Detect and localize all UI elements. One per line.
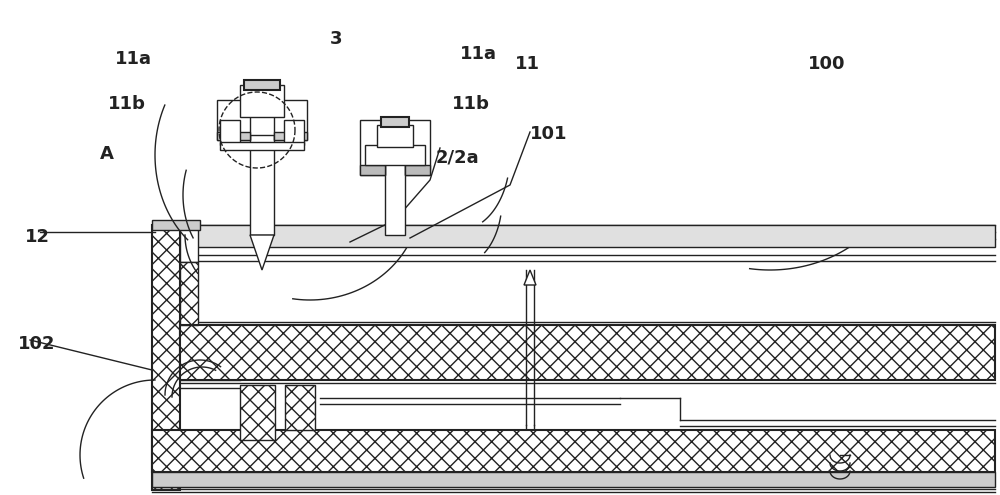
Bar xyxy=(240,385,275,440)
Text: 11: 11 xyxy=(515,55,540,73)
Bar xyxy=(180,225,995,247)
Bar xyxy=(285,385,315,430)
Bar xyxy=(152,225,180,490)
Bar xyxy=(220,142,304,150)
Bar xyxy=(152,430,995,472)
Bar xyxy=(365,145,425,165)
Bar xyxy=(152,430,995,472)
Bar xyxy=(381,117,409,127)
Bar xyxy=(360,165,385,175)
Bar xyxy=(285,385,315,430)
Bar xyxy=(250,135,274,235)
Bar xyxy=(180,225,198,262)
Text: 11b: 11b xyxy=(108,95,146,113)
Polygon shape xyxy=(250,235,274,270)
Bar xyxy=(274,100,307,140)
Bar xyxy=(180,262,198,325)
Bar xyxy=(152,472,995,487)
Bar xyxy=(244,80,280,90)
Bar xyxy=(240,85,284,117)
Bar xyxy=(220,120,240,145)
Text: 11b: 11b xyxy=(452,95,490,113)
Bar xyxy=(152,220,200,230)
Bar xyxy=(405,165,430,175)
Bar xyxy=(217,100,250,140)
Bar xyxy=(385,155,405,235)
Bar xyxy=(405,120,430,175)
Bar xyxy=(180,325,995,380)
Text: 102: 102 xyxy=(18,335,56,353)
Bar xyxy=(217,132,250,140)
Text: 3: 3 xyxy=(330,30,342,48)
Bar xyxy=(180,262,198,325)
Text: A: A xyxy=(100,145,114,163)
Bar xyxy=(152,225,180,490)
Bar xyxy=(240,385,275,440)
Bar xyxy=(284,120,304,145)
Bar xyxy=(360,120,385,175)
Text: 12: 12 xyxy=(25,228,50,246)
Text: 11a: 11a xyxy=(115,50,152,68)
Bar xyxy=(377,125,413,147)
Polygon shape xyxy=(524,270,536,285)
Bar xyxy=(180,325,995,380)
Text: 101: 101 xyxy=(530,125,568,143)
Text: 2/2a: 2/2a xyxy=(436,148,480,166)
Text: 100: 100 xyxy=(808,55,846,73)
Bar xyxy=(274,132,307,140)
Text: 11a: 11a xyxy=(460,45,497,63)
